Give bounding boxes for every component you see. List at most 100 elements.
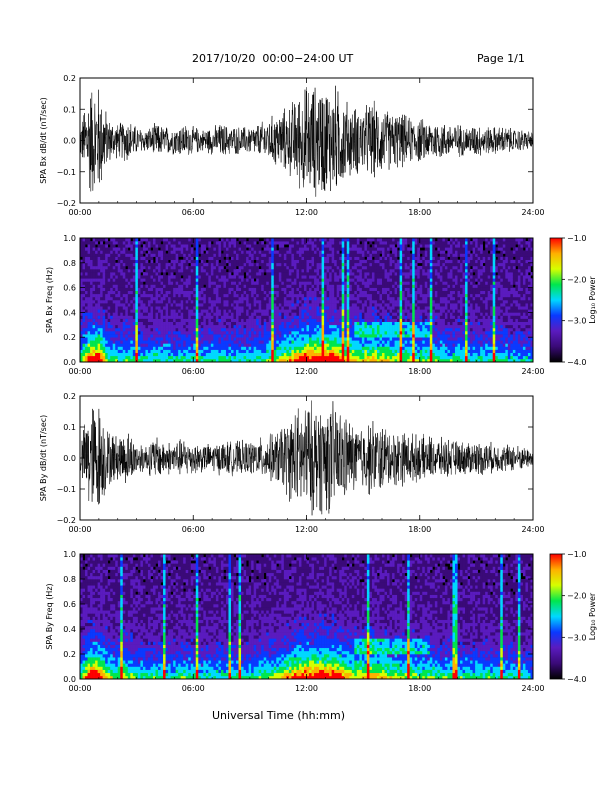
heatmap-cell — [231, 340, 234, 344]
heatmap-cell — [92, 256, 96, 260]
heatmap-cell — [346, 238, 350, 242]
heatmap-cell — [374, 259, 378, 264]
heatmap-cell — [142, 244, 146, 248]
heatmap-cell — [266, 331, 270, 335]
heatmap-cell — [125, 259, 129, 264]
heatmap-cell — [150, 321, 154, 326]
heatmap-cell — [223, 259, 227, 264]
heatmap-cell — [301, 343, 305, 347]
heatmap-cell — [112, 269, 116, 273]
heatmap-cell — [243, 244, 247, 248]
heatmap-cell — [273, 340, 277, 344]
heatmap-cell — [374, 284, 378, 288]
heatmap-cell — [376, 352, 380, 357]
heatmap-cell — [296, 293, 300, 298]
heatmap-cell — [376, 327, 380, 332]
heatmap-cell — [178, 309, 181, 313]
heatmap-cell — [382, 303, 385, 307]
heatmap-cell — [188, 303, 192, 307]
heatmap-cell — [379, 272, 383, 276]
heatmap-cell — [354, 290, 358, 295]
heatmap-cell — [205, 337, 209, 341]
heatmap-cell — [125, 315, 129, 319]
heatmap-cell — [127, 287, 131, 291]
heatmap-cell — [117, 241, 121, 245]
heatmap-cell — [273, 331, 277, 335]
heatmap-cell — [316, 293, 320, 298]
heatmap-cell — [185, 352, 189, 357]
heatmap-cell — [97, 352, 101, 357]
heatmap-cell — [266, 349, 270, 353]
heatmap-cell — [223, 244, 227, 248]
heatmap-cell — [369, 306, 373, 310]
heatmap-cell — [326, 250, 330, 254]
heatmap-cell — [236, 349, 239, 353]
heatmap-cell — [288, 334, 292, 338]
heatmap-cell — [379, 331, 383, 335]
heatmap-cell — [87, 259, 91, 264]
heatmap-cell — [283, 331, 287, 335]
heatmap-cell — [130, 244, 134, 248]
heatmap-cell — [225, 349, 229, 353]
heatmap-cell — [387, 238, 390, 242]
heatmap-cell — [276, 303, 280, 307]
heatmap-cell — [195, 340, 199, 344]
heatmap-cell — [326, 315, 330, 319]
heatmap-cell — [92, 262, 96, 267]
heatmap-cell — [195, 247, 199, 251]
heatmap-cell — [384, 340, 388, 344]
heatmap-cell — [286, 327, 290, 332]
heatmap-cell — [110, 315, 114, 319]
heatmap-cell — [152, 321, 156, 326]
heatmap-cell — [364, 284, 368, 288]
heatmap-cell — [311, 296, 315, 301]
heatmap-cell — [248, 334, 252, 338]
heatmap-cell — [203, 343, 207, 347]
heatmap-cell — [324, 303, 327, 307]
heatmap-cell — [356, 290, 360, 295]
heatmap-cell — [210, 281, 214, 285]
heatmap-cell — [198, 284, 202, 288]
heatmap-cell — [261, 327, 265, 332]
heatmap-cell — [158, 296, 161, 301]
heatmap-cell — [256, 247, 259, 251]
heatmap-cell — [85, 300, 88, 304]
heatmap-cell — [341, 337, 345, 341]
heatmap-cell — [389, 290, 393, 295]
heatmap-cell — [331, 358, 335, 363]
heatmap-cell — [215, 349, 219, 353]
heatmap-cell — [389, 265, 393, 270]
heatmap-cell — [213, 241, 217, 245]
heatmap-cell — [376, 247, 380, 251]
heatmap-cell — [160, 265, 164, 270]
heatmap-cell — [135, 250, 139, 254]
heatmap-cell — [268, 278, 272, 282]
heatmap-cell — [183, 318, 186, 322]
heatmap-cell — [268, 346, 272, 350]
heatmap-cell — [324, 238, 327, 242]
heatmap-cell — [185, 337, 189, 341]
heatmap-cell — [326, 259, 330, 264]
heatmap-cell — [341, 303, 345, 307]
heatmap-cell — [147, 303, 151, 307]
heatmap-cell — [190, 327, 194, 332]
heatmap-cell — [286, 256, 290, 260]
heatmap-cell — [303, 290, 307, 295]
heatmap-cell — [326, 303, 330, 307]
heatmap-cell — [173, 331, 176, 335]
heatmap-cell — [152, 343, 156, 347]
heatmap-cell — [170, 300, 174, 304]
heatmap-cell — [137, 346, 141, 350]
heatmap-cell — [140, 253, 144, 257]
heatmap-cell — [243, 355, 247, 360]
heatmap-cell — [100, 296, 103, 301]
heatmap-cell — [105, 296, 108, 301]
heatmap-cell — [283, 284, 287, 288]
heatmap-cell — [210, 337, 214, 341]
heatmap-cell — [281, 331, 285, 335]
heatmap-cell — [339, 256, 343, 260]
heatmap-cell — [379, 269, 383, 273]
heatmap-cell — [183, 331, 186, 335]
heatmap-cell — [261, 275, 265, 279]
heatmap-cell — [329, 300, 332, 304]
